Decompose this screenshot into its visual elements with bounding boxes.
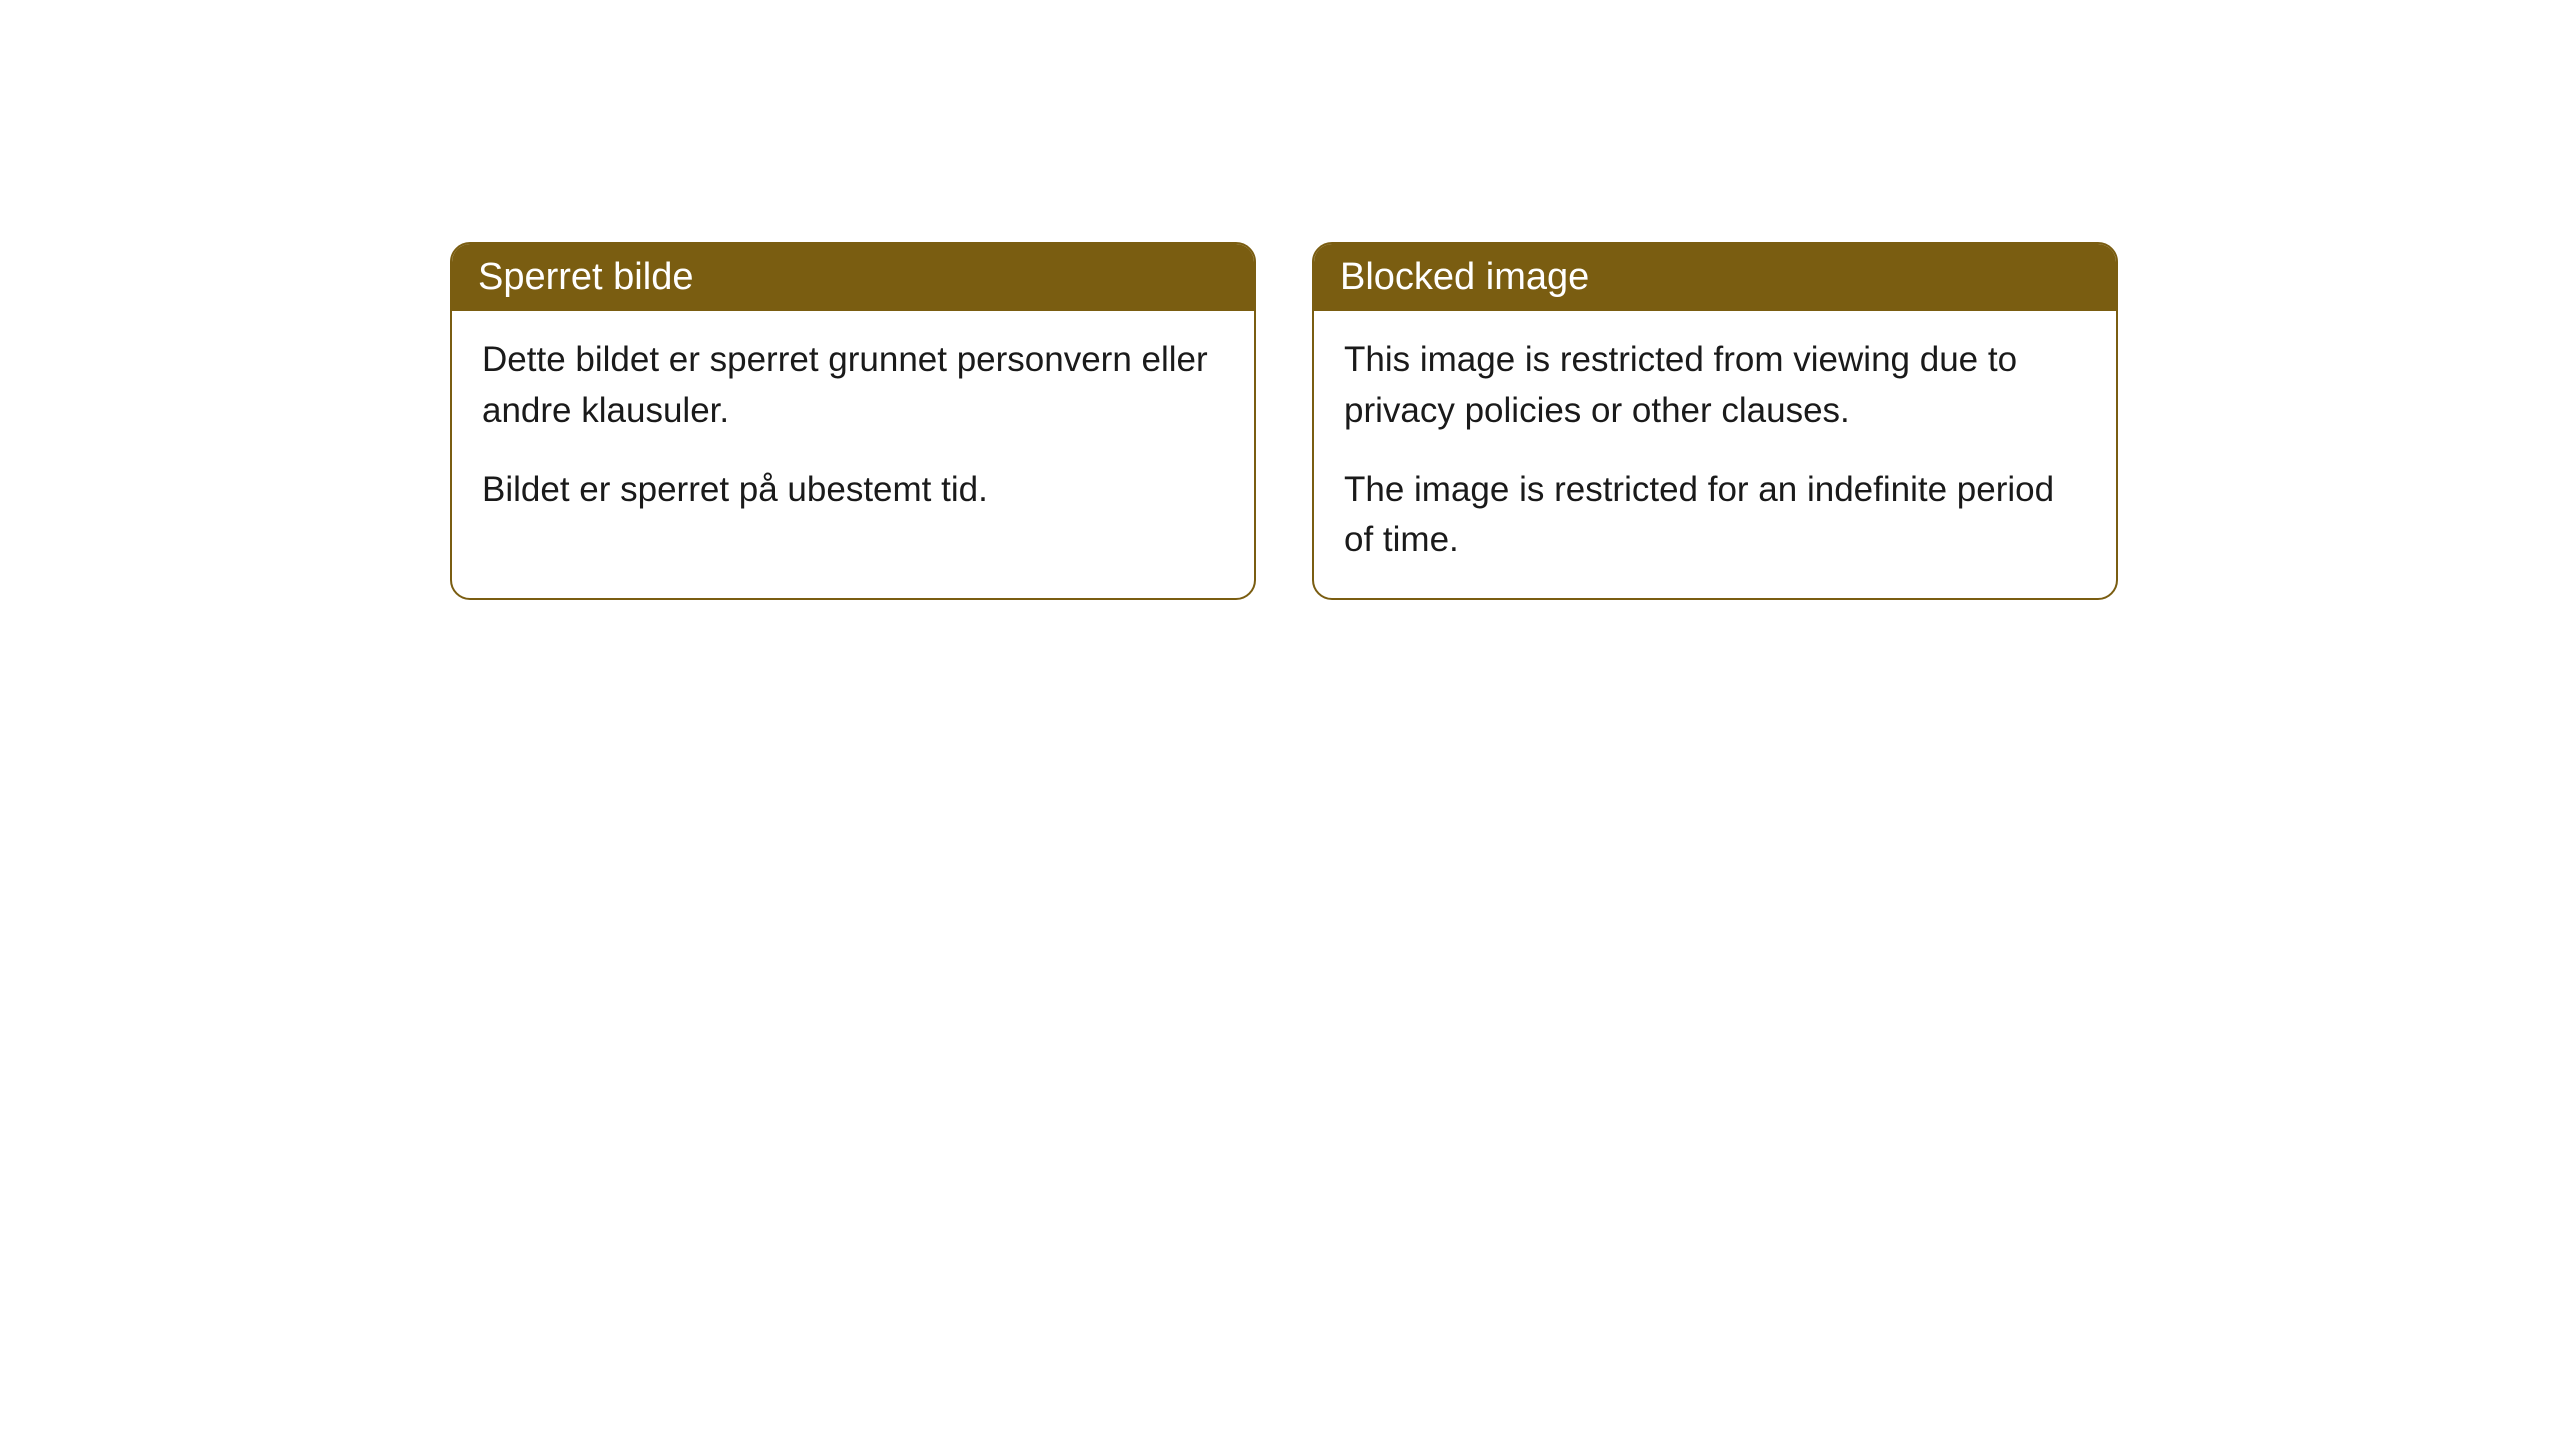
card-paragraph: This image is restricted from viewing du… [1344, 335, 2086, 437]
notice-card-english: Blocked image This image is restricted f… [1312, 242, 2118, 600]
card-header: Sperret bilde [452, 244, 1254, 311]
card-title: Blocked image [1340, 256, 1589, 298]
card-paragraph: The image is restricted for an indefinit… [1344, 465, 2086, 567]
card-body: This image is restricted from viewing du… [1314, 311, 2116, 598]
card-paragraph: Dette bildet er sperret grunnet personve… [482, 335, 1224, 437]
card-title: Sperret bilde [478, 256, 693, 298]
notice-cards-container: Sperret bilde Dette bildet er sperret gr… [450, 242, 2118, 600]
card-body: Dette bildet er sperret grunnet personve… [452, 311, 1254, 547]
notice-card-norwegian: Sperret bilde Dette bildet er sperret gr… [450, 242, 1256, 600]
card-header: Blocked image [1314, 244, 2116, 311]
card-paragraph: Bildet er sperret på ubestemt tid. [482, 465, 1224, 516]
